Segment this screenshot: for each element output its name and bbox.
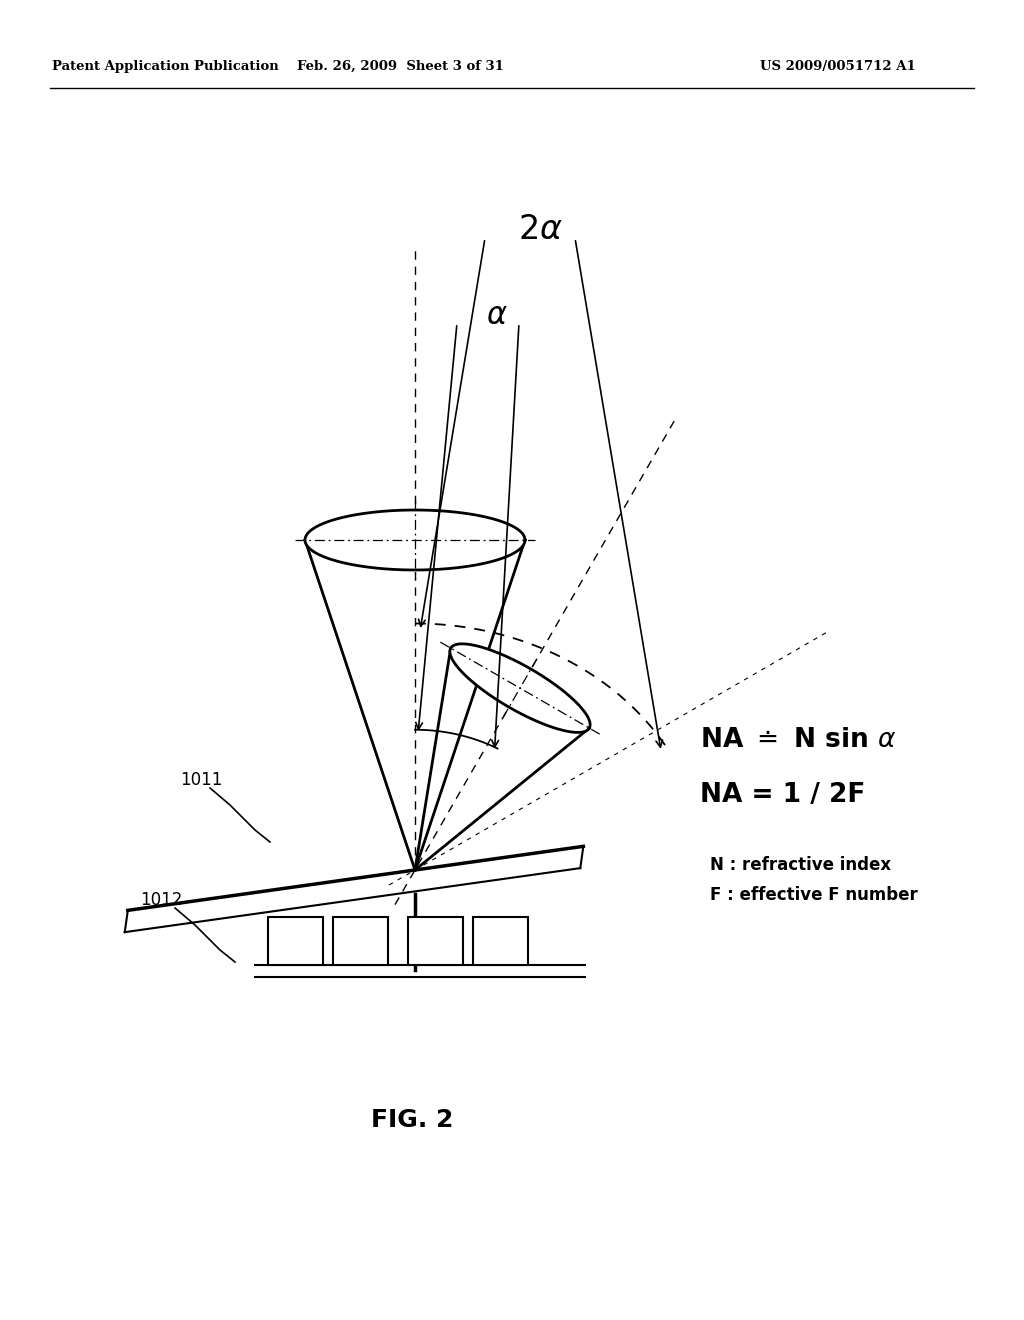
Text: Patent Application Publication: Patent Application Publication <box>52 59 279 73</box>
Text: N : refractive index: N : refractive index <box>710 855 891 874</box>
Text: 1012: 1012 <box>140 891 182 909</box>
Polygon shape <box>305 510 525 570</box>
Text: Feb. 26, 2009  Sheet 3 of 31: Feb. 26, 2009 Sheet 3 of 31 <box>297 59 504 73</box>
Text: 1011: 1011 <box>180 771 222 789</box>
Text: FIG. 2: FIG. 2 <box>371 1107 454 1133</box>
Bar <box>472 917 527 965</box>
Bar <box>267 917 323 965</box>
Text: $2\alpha$: $2\alpha$ <box>517 214 562 246</box>
Text: F : effective F number: F : effective F number <box>710 886 918 904</box>
Polygon shape <box>450 644 590 733</box>
Text: US 2009/0051712 A1: US 2009/0051712 A1 <box>760 59 915 73</box>
Bar <box>333 917 387 965</box>
Text: NA $\doteq$ N sin $\alpha$: NA $\doteq$ N sin $\alpha$ <box>700 727 896 752</box>
Bar <box>408 917 463 965</box>
Text: $\alpha$: $\alpha$ <box>486 300 508 330</box>
Text: NA = 1 / 2F: NA = 1 / 2F <box>700 781 865 808</box>
